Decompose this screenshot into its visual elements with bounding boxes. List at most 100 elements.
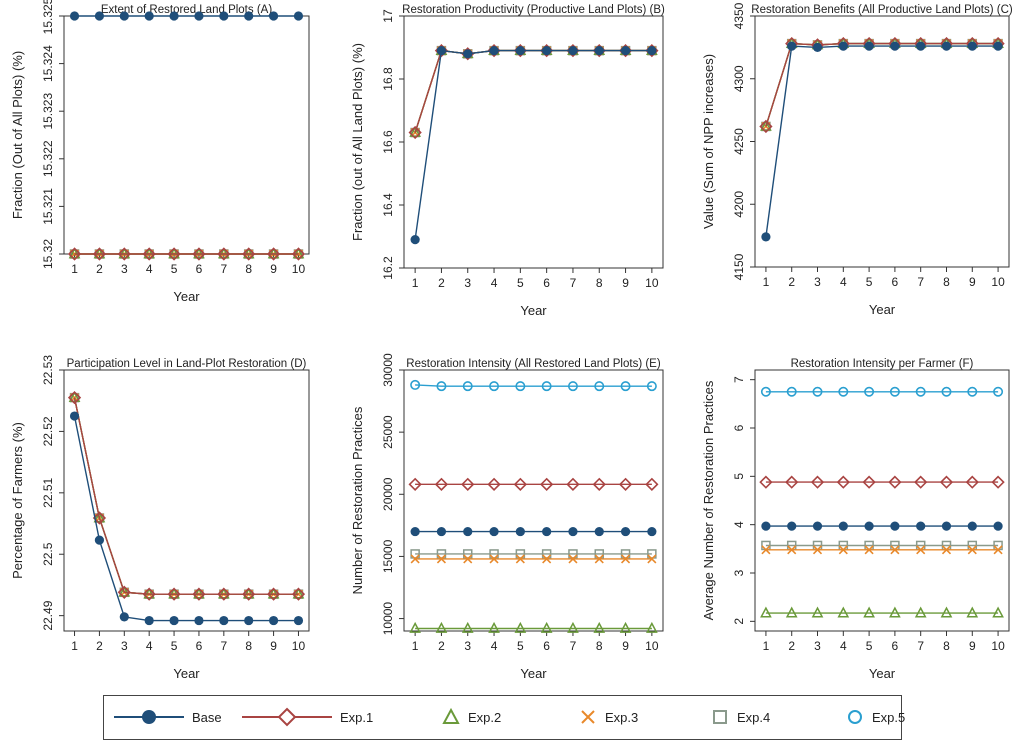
point-base (761, 521, 771, 531)
point-exp3 (864, 545, 874, 555)
point-exp1 (192, 247, 206, 261)
x-tick-label: 10 (645, 639, 659, 653)
y-tick-label: 17 (381, 9, 395, 23)
point-base (838, 41, 848, 51)
x-tick-label: 4 (146, 639, 153, 653)
y-tick-label: 16.4 (381, 193, 395, 217)
point-exp1 (192, 587, 206, 601)
series-exp3 (761, 39, 1003, 132)
series-exp5 (760, 386, 1004, 397)
point-exp2 (811, 606, 824, 618)
point-exp2 (168, 587, 180, 599)
x-tick-label: 7 (220, 639, 227, 653)
x-tick-label: 4 (840, 275, 847, 289)
x-tick-label: 9 (270, 262, 277, 276)
x-tick-label: 10 (645, 276, 659, 290)
point-exp5 (889, 386, 900, 397)
point-base (463, 526, 473, 537)
point-exp5 (462, 381, 473, 392)
x-tick-label: 8 (596, 639, 603, 653)
point-base (647, 526, 657, 537)
series-line (73, 397, 299, 595)
y-tick-label: 2 (732, 618, 746, 625)
point-exp1 (408, 477, 422, 491)
x-tick-label: 4 (491, 639, 498, 653)
plot-frame (403, 369, 664, 632)
point-base (515, 46, 525, 56)
point-base (761, 232, 771, 242)
x-tick-label: 2 (438, 639, 445, 653)
y-tick-label: 22.52 (41, 416, 55, 446)
series-exp5 (410, 45, 657, 138)
x-axis-label: Year (520, 303, 547, 318)
x-tick-label: 10 (292, 262, 306, 276)
point-base (568, 46, 578, 56)
legend-marker-exp1 (242, 707, 332, 727)
legend-item-exp1: Exp.1 (242, 696, 373, 738)
y-tick-label: 20000 (381, 477, 395, 511)
x-tick-label: 5 (171, 639, 178, 653)
series-base (69, 411, 304, 626)
series-exp4 (69, 392, 304, 599)
series-exp1 (67, 247, 306, 261)
point-exp2 (940, 606, 953, 618)
chart-title: Participation Level in Land-Plot Restora… (67, 358, 307, 370)
y-tick-label: 30000 (381, 353, 395, 387)
point-exp2 (68, 391, 81, 402)
point-exp1 (142, 247, 156, 261)
point-exp3 (489, 554, 499, 564)
x-tick-label: 8 (943, 639, 950, 653)
point-exp3 (993, 545, 1003, 555)
legend-marker-base (114, 710, 184, 724)
point-exp3 (967, 545, 977, 555)
x-tick-label: 5 (171, 262, 178, 276)
point-exp3 (916, 545, 926, 555)
y-tick-label: 6 (732, 424, 746, 431)
x-tick-label: 7 (570, 276, 577, 290)
x-tick-label: 3 (464, 639, 471, 653)
point-exp1 (566, 477, 580, 491)
point-base (244, 615, 254, 626)
point-exp1 (810, 475, 825, 489)
y-tick-label: 4200 (732, 191, 746, 218)
series-line (414, 49, 652, 133)
series-exp3 (410, 46, 657, 138)
x-tick-label: 10 (292, 639, 306, 653)
x-tick-label: 1 (412, 276, 419, 290)
x-tick-label: 1 (71, 262, 78, 276)
point-base (463, 49, 473, 59)
point-exp2 (93, 511, 106, 523)
point-exp3 (463, 554, 473, 564)
series-exp2 (409, 44, 658, 137)
point-exp2 (914, 606, 927, 618)
x-tick-label: 9 (969, 275, 976, 289)
point-exp5 (489, 381, 500, 392)
series-exp2 (68, 391, 305, 599)
x-tick-label: 9 (622, 639, 629, 653)
point-base (542, 526, 552, 537)
point-exp2 (118, 585, 131, 597)
point-base (993, 521, 1003, 531)
series-exp4 (410, 45, 657, 138)
y-axis-label: Fraction (Out of All Plots) (%) (10, 51, 25, 219)
point-base (410, 526, 420, 537)
point-base (219, 615, 229, 626)
x-tick-label: 8 (943, 275, 950, 289)
legend-label: Exp.5 (872, 709, 906, 725)
chart-panel-a: Extent of Restored Land Plots (A) 1 2 3 4 5 6 7… (10, 0, 310, 304)
legend-item-exp3: Exp.3 (579, 696, 638, 738)
series-exp1 (759, 36, 1005, 134)
point-exp1 (645, 477, 659, 491)
point-exp2 (567, 621, 579, 633)
point-exp3 (647, 554, 657, 564)
point-base (967, 41, 977, 51)
x-tick-label: 9 (969, 639, 976, 653)
point-exp2 (646, 621, 658, 633)
x-axis-label: Year (869, 666, 896, 681)
point-base (436, 526, 447, 537)
y-tick-label: 22.5 (41, 542, 55, 566)
point-base (293, 11, 304, 21)
x-tick-label: 6 (892, 639, 899, 653)
x-tick-label: 5 (517, 276, 524, 290)
point-exp1 (991, 475, 1005, 489)
